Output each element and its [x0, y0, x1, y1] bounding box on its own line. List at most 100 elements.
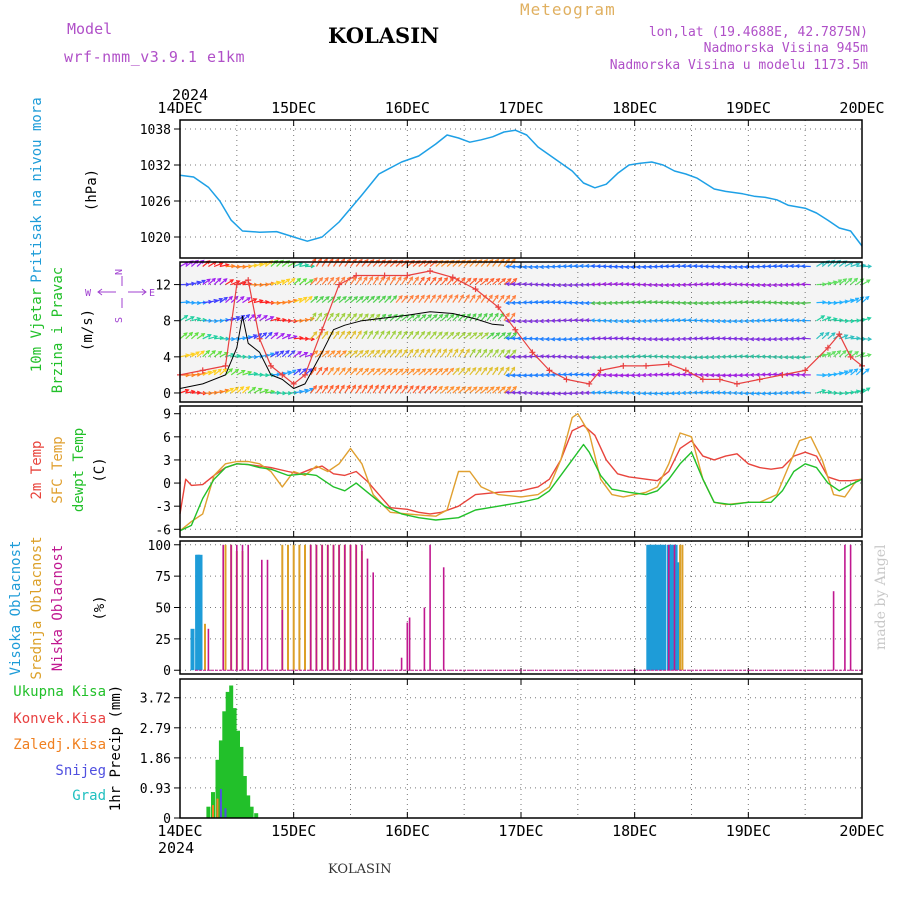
wind-arrow-head — [853, 277, 859, 282]
wind-arrow — [321, 312, 328, 322]
wind-arrow — [202, 278, 211, 286]
wind-arrow-head — [831, 351, 837, 356]
cloud-low-bar — [266, 559, 269, 671]
wind-arrow-head — [613, 281, 618, 287]
wind-arrow — [316, 296, 324, 304]
cloud-low-bar — [408, 617, 411, 671]
wind-arrow-head — [675, 282, 681, 288]
cloud-low-bar — [400, 657, 403, 671]
wind-arrow-head — [573, 318, 578, 323]
precip-legend-item: Ukupna Kisa — [13, 684, 106, 700]
wind-arrow-head — [386, 384, 391, 390]
wind-arrow — [355, 385, 362, 394]
wind-arrow-head — [324, 330, 329, 336]
wind-arrow — [287, 369, 297, 376]
wind-arrow-head — [318, 366, 323, 372]
wind-arrow-head — [596, 336, 601, 341]
wind-arrow-head — [590, 263, 596, 269]
wind-arrow — [247, 387, 256, 394]
wind-arrow-head — [837, 279, 843, 284]
wind-arrow-head — [601, 336, 607, 341]
wind-arrow-head — [291, 350, 296, 355]
wind-arrow-head — [613, 354, 618, 360]
wind-arrow-head — [510, 354, 516, 360]
wind-arrow — [219, 297, 228, 304]
y-tick-label: -6 — [155, 523, 171, 538]
precip-total-bar — [215, 759, 220, 818]
wind-arrow — [821, 332, 830, 340]
wind-arrow-head — [556, 300, 561, 305]
wind-arrow — [208, 350, 216, 358]
wind-arrow-head — [635, 336, 641, 341]
wind-arrow-head — [184, 388, 190, 393]
wind-arrow — [475, 332, 483, 340]
wind-arrow-head — [533, 300, 539, 305]
wind-arrow — [344, 276, 351, 285]
wind-arrow-head — [669, 391, 675, 396]
wind-arrow — [384, 330, 391, 340]
wind-arrow-head — [562, 300, 567, 305]
year-label-top: 2024 — [172, 86, 209, 104]
wind-arrow-head — [607, 373, 613, 378]
wind-arrow-head — [409, 330, 414, 336]
precip-stratiform-bar — [216, 798, 219, 818]
wind-arrow-head — [416, 259, 421, 265]
wind-arrow-head — [484, 277, 489, 283]
wind-arrow-head — [800, 300, 806, 306]
wind-arrow — [333, 277, 340, 285]
wind-arrow — [395, 295, 403, 303]
wind-arrow-head — [340, 384, 345, 390]
wind-arrow — [299, 278, 307, 286]
wind-arrow-head — [313, 331, 318, 336]
wind-arrow — [401, 385, 408, 394]
wind-gust-marker — [586, 380, 593, 387]
wind-arrow — [480, 367, 488, 376]
wind-arrow-head — [783, 263, 789, 269]
temp-temp2m-line — [179, 424, 863, 515]
wind-arrow — [446, 368, 454, 376]
wind-arrow-head — [755, 264, 760, 269]
wind-arrow-head — [658, 282, 664, 288]
wind-arrow — [463, 367, 471, 376]
wind-arrow-head — [280, 332, 285, 337]
wind-arrow-head — [658, 354, 664, 359]
wind-arrow-head — [766, 372, 772, 377]
wind-gust-marker — [495, 304, 502, 311]
wind-arrow-head — [855, 297, 860, 302]
wind-arrow-head — [681, 390, 686, 396]
temp-axis-unit: (C) — [92, 457, 108, 482]
wind-arrow-head — [262, 332, 268, 337]
wind-arrow-head — [738, 336, 743, 341]
wind-arrow-head — [544, 264, 550, 269]
wind-arrow — [486, 386, 495, 394]
wind-arrow-head — [821, 389, 827, 394]
wind-arrow — [861, 279, 871, 286]
wind-arrow-head — [681, 263, 686, 269]
cloud-high-bar — [646, 544, 651, 671]
wind-arrow-head — [512, 294, 517, 300]
wind-arrow — [298, 368, 307, 376]
y-tick-label: 0 — [163, 664, 171, 679]
wind-arrow-head — [698, 372, 703, 378]
wind-arrow-head — [522, 264, 527, 270]
wind-arrow — [230, 280, 240, 286]
wind-arrow-head — [438, 313, 444, 319]
wind-arrow — [270, 332, 279, 340]
wind-arrow — [327, 313, 334, 322]
wind-arrow-head — [533, 318, 539, 324]
wind-arrow — [389, 330, 396, 340]
wind-arrow — [463, 332, 472, 340]
wind-arrow — [850, 263, 860, 268]
wind-arrow — [440, 331, 449, 340]
wind-gust-marker — [779, 371, 786, 378]
wind-arrow-head — [550, 300, 556, 305]
wind-arrow — [276, 333, 285, 340]
cloud-low-bar — [344, 544, 346, 671]
wind-arrow-head — [195, 351, 200, 356]
wind-arrow-head — [692, 355, 698, 360]
wind-arrow-head — [641, 282, 647, 287]
cloud-mid-bar — [224, 544, 227, 671]
wind-arrow-head — [867, 336, 873, 342]
wind-arrow-head — [363, 384, 368, 389]
wind-arrow-head — [257, 314, 262, 319]
